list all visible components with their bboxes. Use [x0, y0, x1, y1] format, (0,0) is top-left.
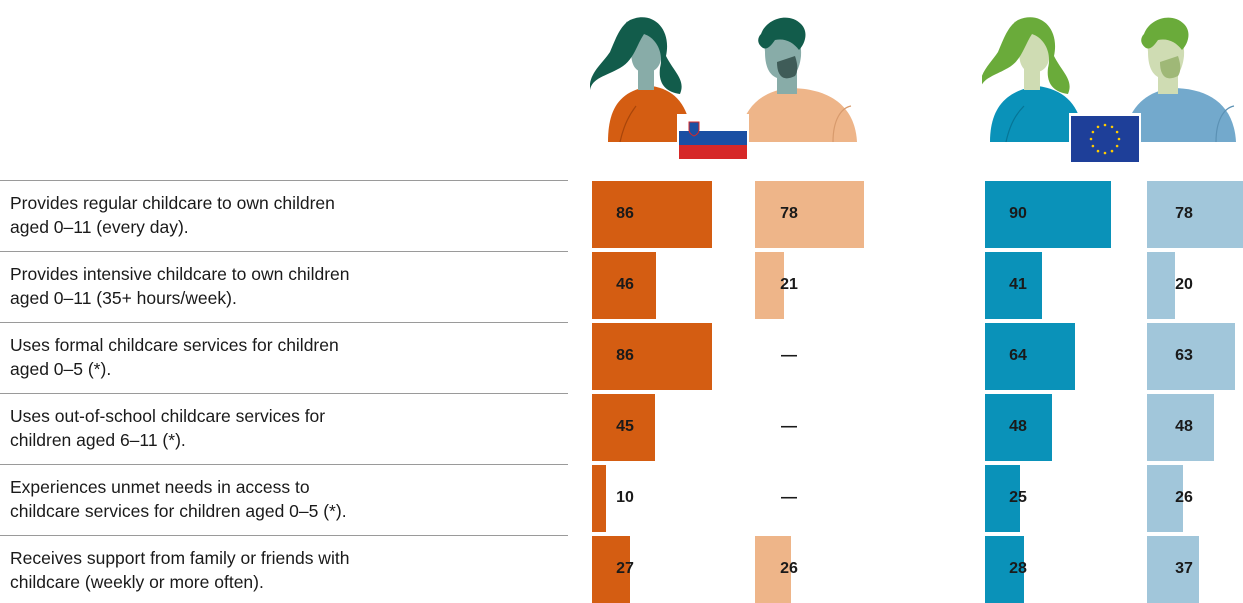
bar-slovenia-women [592, 323, 713, 390]
bar-slovenia-women [592, 465, 606, 532]
value-label-slovenia-men: — [781, 489, 797, 506]
value-label-slovenia-women: 45 [616, 418, 634, 435]
eu-star [1110, 125, 1114, 129]
bar-slovenia-men [755, 536, 792, 603]
bar-eu-women [985, 323, 1075, 390]
slovenia-flag-icon [677, 114, 749, 162]
row-label: Experiences unmet needs in access to chi… [10, 477, 347, 521]
value-label-slovenia-women: 86 [616, 205, 634, 222]
bar-eu-women [985, 536, 1025, 603]
value-label-eu-men: 37 [1175, 560, 1193, 577]
eu-star [1115, 144, 1119, 148]
value-label-slovenia-women: 10 [616, 489, 634, 506]
bar-eu-men [1147, 394, 1215, 461]
row-label: Provides regular childcare to own childr… [10, 193, 335, 237]
bar-eu-men [1147, 252, 1175, 319]
value-label-eu-women: 90 [1009, 205, 1027, 222]
row-label: Uses formal childcare services for child… [10, 335, 339, 379]
value-label-slovenia-men: 26 [780, 560, 798, 577]
eu-woman-icon [982, 17, 1084, 142]
bar-eu-women [985, 465, 1020, 532]
bar-eu-men [1147, 181, 1243, 248]
eu-star [1115, 130, 1119, 134]
bar-slovenia-women [592, 252, 657, 319]
bar-eu-men [1147, 323, 1236, 390]
eu-star [1103, 123, 1107, 127]
eu-star [1110, 149, 1114, 153]
eu-star [1103, 151, 1107, 155]
value-label-slovenia-men: — [781, 418, 797, 435]
bar-slovenia-women [592, 394, 655, 461]
value-label-eu-men: 20 [1175, 276, 1193, 293]
row-separator [0, 322, 568, 323]
eu-star [1091, 130, 1095, 134]
bar-eu-men [1147, 536, 1199, 603]
eu-star [1096, 149, 1100, 153]
value-label-eu-women: 25 [1009, 489, 1027, 506]
eu-star [1096, 125, 1100, 129]
row-separator [0, 180, 568, 181]
bar-slovenia-men [755, 181, 865, 248]
value-label-eu-men: 26 [1175, 489, 1193, 506]
value-label-slovenia-women: 86 [616, 347, 634, 364]
value-label-slovenia-men: 78 [780, 205, 798, 222]
eu-star [1091, 144, 1095, 148]
value-label-eu-men: 63 [1175, 347, 1193, 364]
value-label-eu-women: 64 [1009, 347, 1027, 364]
row-label: Provides intensive childcare to own chil… [10, 264, 350, 308]
eu-star [1089, 137, 1093, 141]
row-label: Receives support from family or friends … [10, 548, 350, 592]
slovenia-man-icon [739, 17, 857, 142]
eu-star [1117, 137, 1121, 141]
eu-man-icon [1124, 17, 1236, 142]
bar-eu-women [985, 181, 1111, 248]
value-label-eu-women: 41 [1009, 276, 1027, 293]
bar-eu-women [985, 394, 1053, 461]
value-label-eu-women: 28 [1009, 560, 1027, 577]
bar-eu-women [985, 252, 1043, 319]
bar-eu-men [1147, 465, 1184, 532]
row-separator [0, 464, 568, 465]
slovenia-woman-icon [590, 17, 692, 142]
row-separator [0, 393, 568, 394]
row-separator [0, 535, 568, 536]
value-label-slovenia-women: 27 [616, 560, 634, 577]
value-label-eu-men: 48 [1175, 418, 1193, 435]
value-label-slovenia-men: — [781, 347, 797, 364]
value-label-eu-men: 78 [1175, 205, 1193, 222]
row-separator [0, 251, 568, 252]
bar-slovenia-women [592, 536, 630, 603]
value-label-slovenia-women: 46 [616, 276, 634, 293]
bar-slovenia-men [755, 252, 785, 319]
eu-flag-icon [1069, 113, 1141, 165]
bar-slovenia-women [592, 181, 713, 248]
row-label: Uses out-of-school childcare services fo… [10, 406, 326, 450]
value-label-eu-women: 48 [1009, 418, 1027, 435]
value-label-slovenia-men: 21 [780, 276, 798, 293]
